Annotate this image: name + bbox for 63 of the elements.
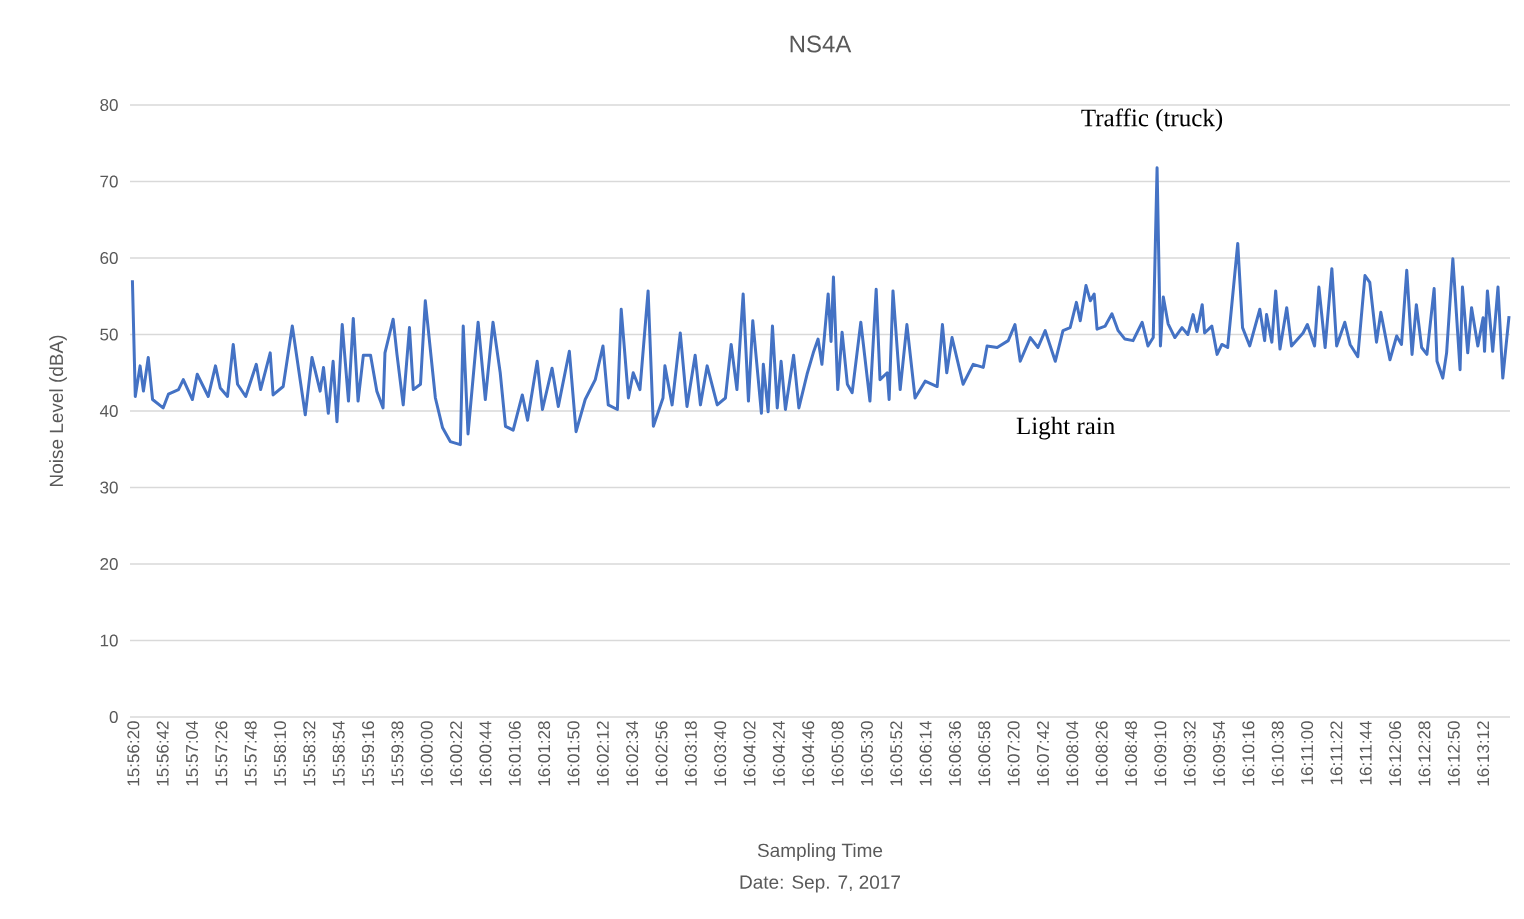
x-tick-label: 16:04:02 [743, 721, 756, 786]
x-tick-label: 16:02:56 [655, 721, 668, 786]
x-tick-label: 16:08:04 [1066, 721, 1079, 786]
x-tick-label: 16:07:42 [1036, 721, 1049, 786]
x-tick-label: 15:59:16 [362, 721, 375, 786]
x-tick-label: 16:11:00 [1301, 721, 1314, 785]
x-tick-label: 16:11:22 [1330, 721, 1343, 785]
x-tick-label: 16:00:00 [420, 721, 433, 786]
x-tick-label: 16:06:58 [978, 721, 991, 786]
x-tick-label: 16:09:54 [1212, 721, 1226, 786]
x-tick-label: 16:02:34 [626, 721, 639, 786]
x-tick-label: 15:57:48 [244, 721, 257, 786]
x-tick-label: 16:01:06 [508, 721, 521, 786]
x-tick-label: 16:00:44 [479, 721, 492, 786]
x-tick-label: 15:56:20 [127, 721, 140, 786]
x-tick-label: 16:08:26 [1095, 721, 1108, 786]
x-tick-label: 16:06:14 [919, 721, 932, 786]
text: Date: Sep. 7, 2017 [740, 875, 900, 893]
x-tick-label: 16:00:22 [450, 721, 463, 786]
x-tick-label: 16:06:36 [948, 721, 961, 786]
y-tick-label: 30 [100, 481, 118, 494]
x-tick-label: 16:03:18 [684, 721, 697, 786]
x-tick-label: 15:58:10 [274, 721, 287, 786]
y-tick-label: 10 [100, 634, 118, 647]
x-tick-label: 16:05:30 [860, 721, 873, 786]
x-tick-label: 16:13:12 [1477, 721, 1490, 786]
x-tick-label: 16:10:38 [1271, 721, 1284, 786]
x-tick-label: 15:57:26 [215, 721, 228, 786]
y-tick-label: 80 [100, 98, 118, 112]
x-tick-label: 16:01:50 [567, 721, 580, 786]
x-tick-label: 15:59:38 [391, 721, 404, 786]
y-tick-label: 70 [100, 175, 118, 188]
x-tick-label: 16:11:44 [1359, 721, 1372, 785]
x-tick-label: 16:04:24 [772, 721, 785, 786]
y-tick-label: 50 [100, 328, 118, 341]
annotation: Light rain [1016, 416, 1115, 440]
x-axis-title: Sampling Time [757, 843, 883, 861]
x-tick-label: 16:04:46 [802, 721, 815, 786]
y-axis-title: Noise Level (dBA) [49, 335, 67, 487]
x-tick-label: 16:01:28 [538, 721, 551, 786]
x-tick-label: 15:57:04 [185, 721, 199, 786]
y-tick-label: 60 [100, 251, 118, 265]
x-tick-label: 16:10:16 [1242, 721, 1255, 786]
x-tick-label: 16:05:08 [831, 721, 844, 786]
x-tick-label: 16:12:50 [1447, 721, 1460, 786]
x-tick-label: 16:09:10 [1154, 721, 1167, 786]
line-series [130, 166, 1511, 447]
y-tick-label: 20 [100, 557, 118, 571]
x-tick-label: 16:12:06 [1389, 721, 1402, 786]
x-tick-label: 15:58:54 [332, 721, 345, 786]
x-tick-label: 15:58:32 [303, 721, 316, 786]
x-tick-label: 16:08:48 [1124, 721, 1138, 786]
x-tick-label: 16:05:52 [890, 721, 903, 786]
x-tick-label: 16:02:12 [596, 721, 609, 786]
x-tick-label: 15:56:42 [156, 721, 169, 786]
x-tick-label: 16:09:32 [1183, 721, 1196, 786]
x-tick-label: 16:03:40 [714, 721, 727, 786]
chart-title: NS4A [790, 35, 852, 53]
x-tick-label: 16:07:20 [1007, 721, 1020, 786]
y-tick-label: 0 [109, 710, 118, 724]
x-tick-label: 16:12:28 [1418, 721, 1431, 786]
annotation: Traffic (truck) [1081, 108, 1223, 132]
y-tick-label: 40 [99, 404, 118, 418]
